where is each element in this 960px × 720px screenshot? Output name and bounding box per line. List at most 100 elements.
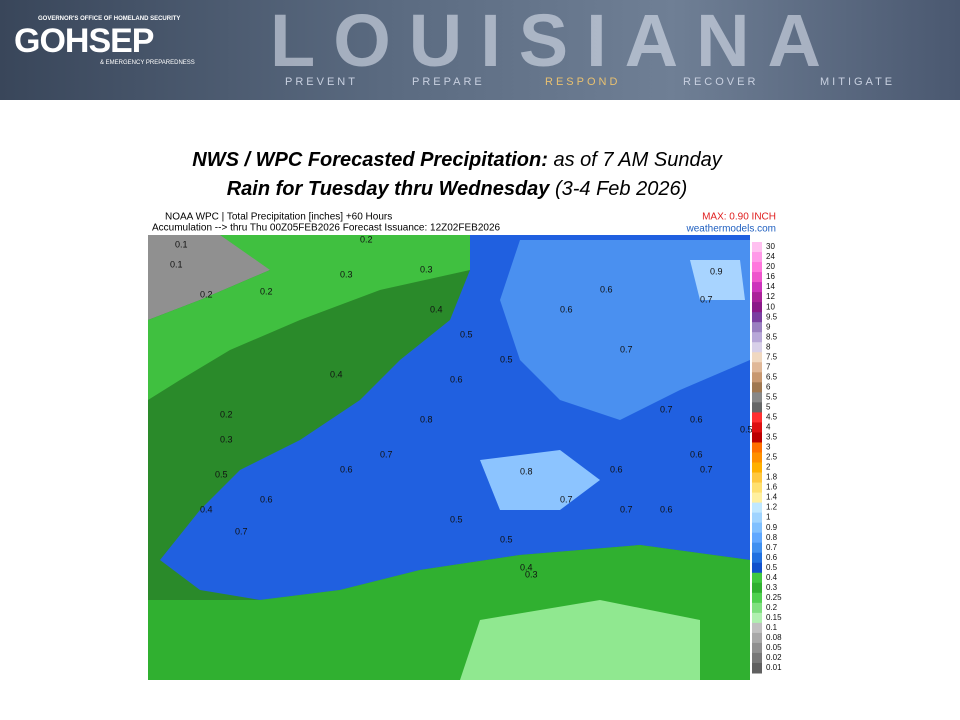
map-value-label: 0.7 bbox=[700, 464, 713, 474]
map-value-label: 0.7 bbox=[660, 404, 673, 414]
map-value-label: 0.6 bbox=[690, 449, 703, 459]
scale-label: 0.3 bbox=[766, 583, 778, 592]
scale-label: 7.5 bbox=[766, 352, 778, 361]
scale-label: 14 bbox=[766, 282, 775, 291]
scale-label: 20 bbox=[766, 262, 775, 271]
scale-label: 4.5 bbox=[766, 413, 778, 422]
scale-label: 0.9 bbox=[766, 523, 778, 532]
title-rest: as of 7 AM Sunday bbox=[553, 149, 722, 171]
scale-swatch bbox=[752, 342, 762, 353]
motto: PREPARE bbox=[412, 76, 485, 88]
map-value-label: 0.2 bbox=[260, 286, 273, 296]
scale-swatch bbox=[752, 572, 762, 584]
scale-label: 16 bbox=[766, 272, 775, 281]
scale-label: 8 bbox=[766, 342, 771, 351]
field bbox=[460, 600, 700, 680]
map-field bbox=[148, 235, 750, 680]
map-value-label: 0.5 bbox=[740, 424, 753, 434]
scale-swatch bbox=[752, 642, 762, 654]
scale-label: 6.5 bbox=[766, 372, 778, 381]
scale-label: 9 bbox=[766, 322, 771, 331]
scale-swatch bbox=[752, 662, 762, 674]
scale-swatch bbox=[752, 482, 762, 494]
map-header: Accumulation --> thru Thu 00Z05FEB2026 F… bbox=[152, 223, 501, 234]
scale-swatch bbox=[752, 652, 762, 664]
map-value-label: 0.8 bbox=[520, 466, 533, 476]
scale-label: 5 bbox=[766, 402, 771, 411]
scale-label: 0.4 bbox=[766, 573, 778, 582]
scale-swatch bbox=[752, 382, 762, 393]
map-labels: 0.1 0.2 0.2 0.3 0.4 0.5 0.6 0.6 0.7 0.7 0.9 0.7 0.6 0… bbox=[170, 234, 753, 579]
scale-swatch bbox=[752, 592, 762, 604]
scale-label: 4 bbox=[766, 423, 771, 432]
scale-swatch bbox=[752, 362, 762, 373]
scale-swatch bbox=[752, 402, 762, 413]
field bbox=[148, 235, 470, 400]
scale-swatch bbox=[752, 282, 762, 293]
scale-label: 0.8 bbox=[766, 533, 778, 542]
map-value-label: 0.3 bbox=[420, 264, 433, 274]
map-max: MAX: 0.90 INCH bbox=[702, 212, 776, 223]
scale-label: 0.6 bbox=[766, 553, 778, 562]
state-name: LOUISIANA bbox=[270, 0, 839, 82]
map-value-label: 0.6 bbox=[560, 304, 573, 314]
title-bold: Rain for Tuesday thru Wednesday bbox=[226, 178, 550, 200]
scale-label: 0.5 bbox=[766, 563, 778, 572]
scale-swatch bbox=[752, 332, 762, 343]
scale-swatch bbox=[752, 302, 762, 313]
map-value-label: 0.5 bbox=[500, 534, 513, 544]
scale-swatch bbox=[752, 292, 762, 303]
scale-label: 0.01 bbox=[766, 663, 782, 672]
map-value-label: 0.2 bbox=[200, 289, 213, 299]
scale-label: 12 bbox=[766, 292, 775, 301]
motto: RESPOND bbox=[545, 76, 621, 88]
scale-label: 0.2 bbox=[766, 603, 778, 612]
map-value-label: 0.4 bbox=[330, 369, 343, 379]
map-value-label: 0.7 bbox=[560, 494, 573, 504]
scale-swatch bbox=[752, 442, 762, 453]
map-source: weathermodels.com bbox=[686, 224, 776, 235]
scale-label: 1.4 bbox=[766, 493, 778, 502]
scale-swatch bbox=[752, 632, 762, 644]
scale-swatch bbox=[752, 322, 762, 333]
scale-swatch bbox=[752, 432, 762, 443]
map-value-label: 0.9 bbox=[710, 266, 723, 276]
scale-swatch bbox=[752, 602, 762, 614]
map-value-label: 0.2 bbox=[360, 234, 373, 244]
motto: RECOVER bbox=[683, 76, 759, 88]
scale-swatch bbox=[752, 412, 762, 423]
scale-swatch bbox=[752, 462, 762, 474]
map-value-label: 0.5 bbox=[450, 514, 463, 524]
scale-swatch bbox=[752, 512, 762, 524]
scale-label: 0.02 bbox=[766, 653, 782, 662]
scale-label: 7 bbox=[766, 362, 771, 371]
scale-label: 5.5 bbox=[766, 392, 778, 401]
scale-swatch bbox=[752, 392, 762, 403]
map-value-label: 0.6 bbox=[340, 464, 353, 474]
scale-label: 0.7 bbox=[766, 543, 778, 552]
map-value-label: 0.4 bbox=[200, 504, 213, 514]
map-value-label: 0.6 bbox=[450, 374, 463, 384]
map-value-label: 0.3 bbox=[525, 569, 538, 579]
motto: PREVENT bbox=[285, 76, 358, 88]
map-value-label: 0.3 bbox=[340, 269, 353, 279]
scale-swatch bbox=[752, 612, 762, 624]
map-value-label: 0.6 bbox=[600, 284, 613, 294]
field bbox=[690, 260, 745, 300]
scale-swatch bbox=[752, 272, 762, 283]
scale-label: 3 bbox=[766, 443, 771, 452]
scale-label: 8.5 bbox=[766, 332, 778, 341]
map-value-label: 0.7 bbox=[700, 294, 713, 304]
scale-swatch bbox=[752, 532, 762, 544]
slide-title: NWS / WPC Forecasted Precipitation: as o… bbox=[0, 146, 914, 204]
scale-swatch bbox=[752, 542, 762, 554]
scale-swatch bbox=[752, 582, 762, 594]
scale-label: 2 bbox=[766, 463, 771, 472]
scale-label: 24 bbox=[766, 252, 775, 261]
map-value-label: 0.4 bbox=[430, 304, 443, 314]
map-value-label: 0.1 bbox=[170, 259, 183, 269]
motto: MITIGATE bbox=[820, 76, 896, 88]
logo: GOHSEP bbox=[14, 22, 154, 60]
scale-swatch bbox=[752, 452, 762, 464]
